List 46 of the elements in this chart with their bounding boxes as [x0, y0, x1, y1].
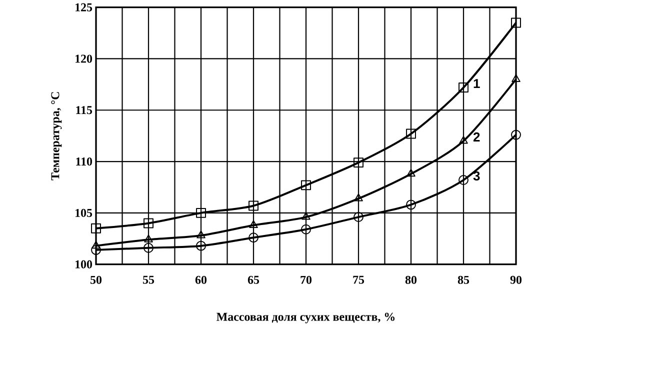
point [144, 218, 154, 228]
point [459, 136, 468, 144]
point [511, 18, 521, 28]
x-tick-label: 75 [353, 276, 364, 284]
y-tick-label: 110 [76, 157, 92, 166]
point [458, 174, 468, 185]
series-label: 2 [473, 132, 480, 142]
y-tick-label: 120 [76, 54, 92, 63]
point [144, 234, 153, 242]
point [248, 200, 258, 211]
y-tick-label: 125 [76, 3, 92, 12]
point [92, 240, 100, 248]
series-label: 1 [474, 78, 480, 88]
point [511, 130, 521, 140]
point [91, 244, 101, 255]
point [354, 193, 363, 202]
x-tick-label: 90 [510, 276, 522, 284]
point [91, 223, 101, 234]
y-tick-label: 100 [76, 260, 92, 268]
point [301, 180, 311, 190]
point [406, 200, 416, 210]
x-tick-label: 50 [90, 276, 102, 284]
y-axis-title: Температура, °C [51, 92, 62, 180]
point [406, 168, 416, 176]
x-tick-label: 65 [248, 276, 260, 284]
point [144, 242, 154, 253]
point [406, 128, 416, 139]
point [512, 74, 520, 82]
point [248, 232, 258, 242]
point [249, 220, 258, 228]
point [301, 224, 311, 234]
y-tick-label: 105 [76, 208, 92, 217]
point [196, 240, 206, 251]
point [458, 82, 468, 92]
x-tick-label: 60 [195, 276, 207, 284]
point [196, 230, 206, 238]
point [354, 212, 364, 222]
x-tick-label: 70 [300, 276, 312, 284]
y-tick-label: 115 [76, 106, 92, 114]
x-tick-label: 85 [458, 276, 470, 284]
x-tick-label: 80 [405, 276, 417, 284]
series-label: 3 [473, 171, 480, 180]
x-tick-label: 55 [143, 276, 154, 284]
point [196, 208, 206, 218]
x-axis-title: Массовая доля сухих веществ, % [216, 312, 395, 324]
point [354, 157, 364, 168]
